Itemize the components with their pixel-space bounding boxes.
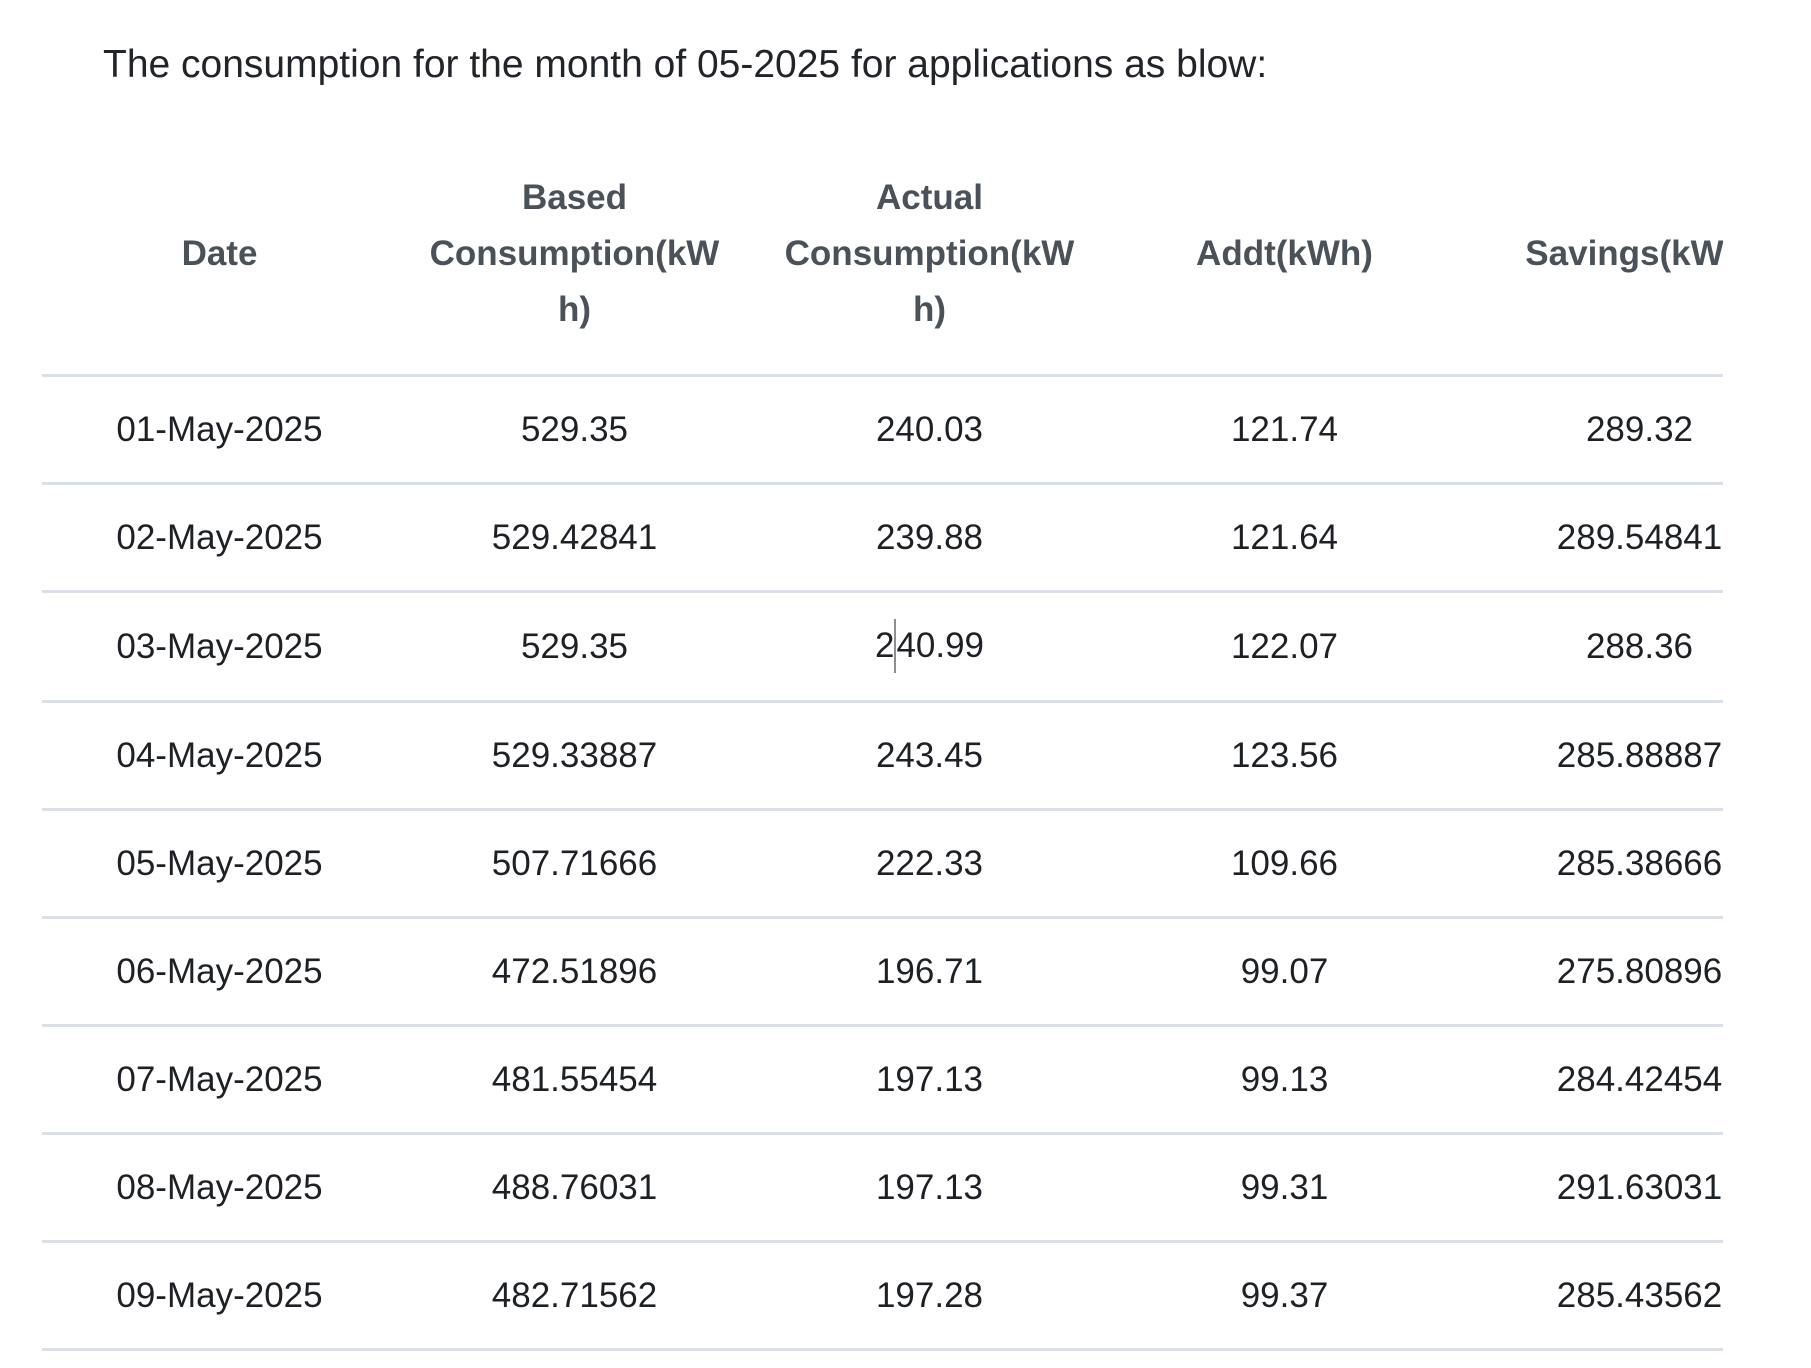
cell-addt[interactable]: 121.64: [1107, 483, 1462, 593]
column-header-line: Date: [181, 234, 258, 273]
cell-based[interactable]: 529.33887: [397, 701, 752, 811]
table-row: 08-May-2025 488.76031 197.13 99.31 291.63031: [42, 1133, 1723, 1243]
table-row: 05-May-2025 507.71666 222.33 109.66 285.3866…: [42, 809, 1723, 919]
column-header-line: Consumption(kW: [429, 234, 720, 273]
cell-addt[interactable]: 122.07: [1107, 591, 1462, 703]
cell-based[interactable]: 529.42841: [397, 483, 752, 593]
cell-addt[interactable]: 123.56: [1107, 701, 1462, 811]
table-row: 01-May-2025 529.35 240.03 121.74 289.32: [42, 375, 1723, 485]
column-header-actual: Actual Consumption(kW h): [752, 134, 1107, 377]
table-row: 04-May-2025 529.33887 243.45 123.56 285.8888…: [42, 701, 1723, 811]
consumption-table: Date Based Consumption(kW h) Actual Consumpti…: [42, 134, 1723, 1351]
cell-actual[interactable]: 240.03: [752, 375, 1107, 485]
cell-savings[interactable]: 289.54841: [1462, 483, 1723, 593]
cell-actual[interactable]: 243.45: [752, 701, 1107, 811]
cell-date[interactable]: 04-May-2025: [42, 701, 397, 811]
column-header-line: Savings(kW: [1525, 234, 1723, 273]
cell-date[interactable]: 07-May-2025: [42, 1025, 397, 1135]
cell-savings[interactable]: 285.88887: [1462, 701, 1723, 811]
cell-savings[interactable]: 291.63031: [1462, 1133, 1723, 1243]
cell-savings[interactable]: 285.43562: [1462, 1241, 1723, 1351]
cell-savings[interactable]: 285.38666: [1462, 809, 1723, 919]
column-header-line: Based: [521, 178, 628, 217]
cell-savings[interactable]: 275.80896: [1462, 917, 1723, 1027]
cell-actual[interactable]: 197.13: [752, 1133, 1107, 1243]
cell-actual[interactable]: 222.33: [752, 809, 1107, 919]
cell-addt[interactable]: 99.13: [1107, 1025, 1462, 1135]
cell-date[interactable]: 05-May-2025: [42, 809, 397, 919]
cell-actual[interactable]: 240.99: [752, 591, 1107, 703]
column-header-line: h): [557, 290, 592, 329]
table-row: 03-May-2025 529.35 240.99 122.07 288.36: [42, 591, 1723, 703]
column-header-line: h): [912, 290, 947, 329]
cell-actual[interactable]: 197.28: [752, 1241, 1107, 1351]
cell-date[interactable]: 01-May-2025: [42, 375, 397, 485]
cell-date[interactable]: 08-May-2025: [42, 1133, 397, 1243]
cell-addt[interactable]: 99.07: [1107, 917, 1462, 1027]
table-row: 02-May-2025 529.42841 239.88 121.64 289.5484…: [42, 483, 1723, 593]
cell-date[interactable]: 09-May-2025: [42, 1241, 397, 1351]
text-caret: [894, 618, 897, 673]
cell-addt[interactable]: 99.37: [1107, 1241, 1462, 1351]
column-header-based: Based Consumption(kW h): [397, 134, 752, 377]
cell-actual[interactable]: 197.13: [752, 1025, 1107, 1135]
cell-savings[interactable]: 288.36: [1462, 591, 1723, 703]
cell-addt[interactable]: 99.31: [1107, 1133, 1462, 1243]
table-row: 07-May-2025 481.55454 197.13 99.13 284.42454: [42, 1025, 1723, 1135]
page-title: The consumption for the month of 05-2025…: [103, 43, 1268, 86]
cell-based[interactable]: 482.71562: [397, 1241, 752, 1351]
column-header-line: Addt(kWh): [1196, 234, 1373, 273]
consumption-table-container: Date Based Consumption(kW h) Actual Consumpti…: [42, 134, 1723, 1351]
cell-based[interactable]: 507.71666: [397, 809, 752, 919]
cell-based[interactable]: 481.55454: [397, 1025, 752, 1135]
cell-date[interactable]: 02-May-2025: [42, 483, 397, 593]
table-header-row: Date Based Consumption(kW h) Actual Consumpti…: [42, 134, 1723, 377]
cell-addt[interactable]: 109.66: [1107, 809, 1462, 919]
cell-based[interactable]: 529.35: [397, 591, 752, 703]
table-row: 09-May-2025 482.71562 197.28 99.37 285.43562: [42, 1241, 1723, 1351]
cell-actual[interactable]: 239.88: [752, 483, 1107, 593]
column-header-date: Date: [42, 134, 397, 377]
cell-date[interactable]: 03-May-2025: [42, 591, 397, 703]
column-header-addt: Addt(kWh): [1107, 134, 1462, 377]
cell-based[interactable]: 529.35: [397, 375, 752, 485]
column-header-line: Actual: [876, 178, 983, 217]
cell-based[interactable]: 472.51896: [397, 917, 752, 1027]
column-header-savings: Savings(kW: [1462, 134, 1723, 377]
cell-addt[interactable]: 121.74: [1107, 375, 1462, 485]
cell-savings[interactable]: 284.42454: [1462, 1025, 1723, 1135]
cell-actual[interactable]: 196.71: [752, 917, 1107, 1027]
table-body: 01-May-2025 529.35 240.03 121.74 289.32 02-Ma…: [42, 375, 1723, 1351]
cell-date[interactable]: 06-May-2025: [42, 917, 397, 1027]
table-row: 06-May-2025 472.51896 196.71 99.07 275.80896: [42, 917, 1723, 1027]
cell-based[interactable]: 488.76031: [397, 1133, 752, 1243]
cell-savings[interactable]: 289.32: [1462, 375, 1723, 485]
table-header: Date Based Consumption(kW h) Actual Consumpti…: [42, 134, 1723, 377]
column-header-line: Consumption(kW: [784, 234, 1075, 273]
